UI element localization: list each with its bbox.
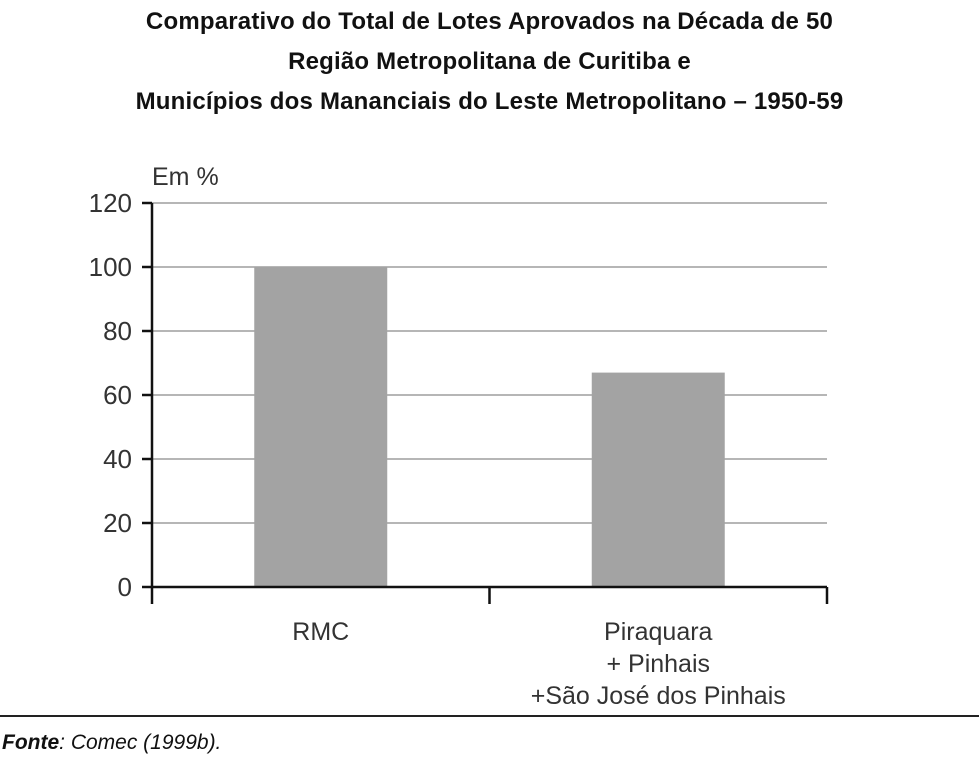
y-tick-label-40: 40	[103, 444, 132, 474]
title-line-3: Municípios dos Mananciais do Leste Metro…	[135, 88, 844, 115]
axes	[142, 201, 829, 604]
bar-chart: 0 20 40 60 80 100 120 RMC Piraquara + Pinhais +São…	[89, 163, 829, 710]
title-line-1: Comparativo do Total de Lotes Aprovados …	[145, 8, 834, 35]
x-category-label-1-line-2: +São José dos Pinhais	[531, 682, 786, 710]
y-tick-label-100: 100	[89, 252, 132, 282]
y-tick-label-0: 0	[118, 572, 132, 602]
y-tick-label-80: 80	[103, 316, 132, 346]
source-label: Fonte	[2, 731, 60, 754]
bar-0	[254, 267, 388, 587]
y-axis-label: Em %	[152, 163, 219, 191]
x-category-label-0-line-0: RMC	[292, 618, 349, 646]
source-text: : Comec (1999b).	[59, 731, 222, 754]
footer-divider	[0, 715, 979, 717]
y-tick-label-20: 20	[103, 508, 132, 538]
labels: 0 20 40 60 80 100 120 RMC Piraquara + Pinhais +São…	[89, 163, 786, 710]
chart-title: Comparativo do Total de Lotes Aprovados …	[0, 2, 979, 122]
y-tick-label-120: 120	[89, 188, 132, 218]
x-category-label-1-line-0: Piraquara	[604, 618, 712, 646]
title-line-2: Região Metropolitana de Curitiba e	[288, 48, 691, 75]
bar-1	[591, 372, 725, 587]
y-tick-label-60: 60	[103, 380, 132, 410]
source-note: Fonte: Comec (1999b).	[2, 731, 221, 755]
bars	[254, 267, 725, 587]
x-category-label-1-line-1: + Pinhais	[606, 650, 710, 678]
gridlines	[152, 202, 827, 524]
